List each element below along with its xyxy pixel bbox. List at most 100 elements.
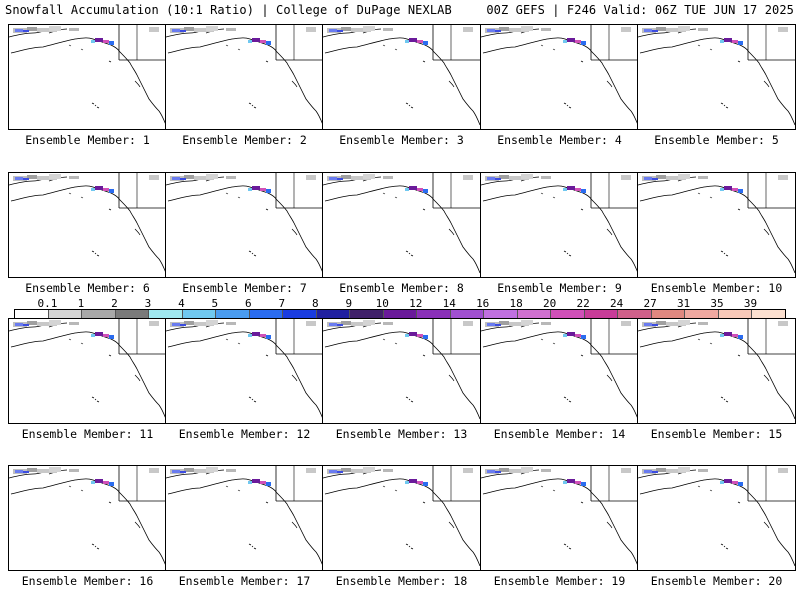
ensemble-panel: Ensemble Member: 14 <box>480 318 639 448</box>
ensemble-panel: Ensemble Member: 13 <box>322 318 481 448</box>
colorbar-label: 6 <box>245 297 252 310</box>
colorbar-swatch <box>249 310 284 318</box>
ensemble-member-label: Ensemble Member: 16 <box>21 574 154 588</box>
ensemble-member-label: Ensemble Member: 17 <box>178 574 311 588</box>
colorbar-label: 35 <box>710 297 724 310</box>
colorbar-swatch <box>551 310 585 318</box>
colorbar-swatch <box>685 310 719 318</box>
colorbar-label: 12 <box>409 297 423 310</box>
colorbar-swatch <box>216 310 250 318</box>
ensemble-member-label: Ensemble Member: 7 <box>182 281 307 295</box>
colorbar-swatch <box>417 310 451 318</box>
colorbar-label: 39 <box>743 297 758 310</box>
ensemble-panel: Ensemble Member: 20 <box>637 465 796 595</box>
snowfall-map <box>322 465 481 571</box>
ensemble-panel: Ensemble Member: 1 <box>8 24 167 154</box>
ensemble-panel: Ensemble Member: 8 <box>322 172 481 302</box>
ensemble-member-label: Ensemble Member: 14 <box>493 427 626 441</box>
chart-title: Snowfall Accumulation (10:1 Ratio) | Col… <box>5 3 452 17</box>
colorbar-swatch <box>450 310 485 318</box>
snowfall-colorbar: 0.1 1 2 3 4 5 6 7 8 9 10 12 14 16 18 20 22 24 27 31 35 39 <box>14 297 786 320</box>
ensemble-panel: Ensemble Member: 19 <box>480 465 639 595</box>
ensemble-panel: Ensemble Member: 17 <box>165 465 324 595</box>
snowfall-map <box>8 172 167 278</box>
colorbar-swatch <box>82 310 116 318</box>
ensemble-member-label: Ensemble Member: 15 <box>650 427 783 441</box>
colorbar-swatch <box>15 310 49 318</box>
snowfall-map <box>637 24 796 130</box>
colorbar-label: 1 <box>77 297 85 310</box>
snowfall-map <box>165 24 324 130</box>
snowfall-map <box>322 24 481 130</box>
colorbar-label: 7 <box>278 297 286 310</box>
ensemble-panel: Ensemble Member: 10 <box>637 172 796 302</box>
ensemble-panel: Ensemble Member: 16 <box>8 465 167 595</box>
ensemble-member-label: Ensemble Member: 6 <box>25 281 150 295</box>
colorbar-swatch <box>752 310 785 318</box>
ensemble-panel: Ensemble Member: 7 <box>165 172 324 302</box>
ensemble-panel: Ensemble Member: 9 <box>480 172 639 302</box>
snowfall-map <box>8 318 167 424</box>
ensemble-member-label: Ensemble Member: 2 <box>182 133 307 147</box>
snowfall-map <box>637 172 796 278</box>
ensemble-member-label: Ensemble Member: 9 <box>497 281 622 295</box>
colorbar-swatch <box>115 310 150 318</box>
colorbar-label: 27 <box>643 297 657 310</box>
snowfall-map <box>480 465 639 571</box>
snowfall-map <box>480 318 639 424</box>
colorbar-label: 0.1 <box>37 297 58 310</box>
snowfall-map <box>480 24 639 130</box>
colorbar-swatch <box>584 310 619 318</box>
colorbar-label: 3 <box>144 297 152 310</box>
snowfall-map <box>8 24 167 130</box>
ensemble-member-label: Ensemble Member: 8 <box>339 281 464 295</box>
colorbar-label: 24 <box>609 297 624 310</box>
ensemble-member-label: Ensemble Member: 1 <box>25 133 150 147</box>
ensemble-member-label: Ensemble Member: 18 <box>335 574 468 588</box>
colorbar-label: 10 <box>375 297 389 310</box>
ensemble-panel: Ensemble Member: 12 <box>165 318 324 448</box>
ensemble-member-label: Ensemble Member: 4 <box>497 133 622 147</box>
snowfall-map <box>165 465 324 571</box>
colorbar-swatch <box>651 310 686 318</box>
ensemble-member-label: Ensemble Member: 10 <box>650 281 783 295</box>
ensemble-panel: Ensemble Member: 15 <box>637 318 796 448</box>
ensemble-member-label: Ensemble Member: 13 <box>335 427 468 441</box>
ensemble-panel: Ensemble Member: 18 <box>322 465 481 595</box>
colorbar-swatches <box>14 309 786 319</box>
colorbar-label: 2 <box>111 297 118 310</box>
colorbar-swatch <box>718 310 753 318</box>
snowfall-map <box>165 172 324 278</box>
ensemble-panel: Ensemble Member: 3 <box>322 24 481 154</box>
ensemble-member-label: Ensemble Member: 3 <box>339 133 464 147</box>
colorbar-swatch <box>383 310 418 318</box>
ensemble-panel: Ensemble Member: 5 <box>637 24 796 154</box>
ensemble-member-label: Ensemble Member: 5 <box>654 133 779 147</box>
colorbar-label: 22 <box>576 297 590 310</box>
colorbar-swatch <box>149 310 183 318</box>
colorbar-label: 20 <box>543 297 557 310</box>
snowfall-map <box>8 465 167 571</box>
colorbar-swatch <box>316 310 351 318</box>
ensemble-member-label: Ensemble Member: 11 <box>21 427 154 441</box>
snowfall-map <box>480 172 639 278</box>
colorbar-label: 14 <box>442 297 456 310</box>
ensemble-member-label: Ensemble Member: 20 <box>650 574 783 588</box>
colorbar-label: 8 <box>311 297 319 310</box>
colorbar-label: 4 <box>178 297 185 310</box>
snowfall-map <box>322 318 481 424</box>
colorbar-label: 31 <box>676 297 691 310</box>
ensemble-member-label: Ensemble Member: 19 <box>493 574 626 588</box>
colorbar-swatch <box>48 310 83 318</box>
colorbar-label: 5 <box>211 297 219 310</box>
colorbar-swatch <box>484 310 518 318</box>
snowfall-map <box>165 318 324 424</box>
snowfall-map <box>637 318 796 424</box>
colorbar-swatch <box>283 310 317 318</box>
colorbar-labels: 0.1 1 2 3 4 5 6 7 8 9 10 12 14 16 18 20 22 24 27 31 35 39 <box>14 297 784 310</box>
colorbar-label: 18 <box>509 297 523 310</box>
valid-time: 00Z GEFS | F246 Valid: 06Z TUE JUN 17 20… <box>486 3 794 17</box>
ensemble-panel: Ensemble Member: 2 <box>165 24 324 154</box>
ensemble-panel: Ensemble Member: 4 <box>480 24 639 154</box>
colorbar-swatch <box>350 310 384 318</box>
